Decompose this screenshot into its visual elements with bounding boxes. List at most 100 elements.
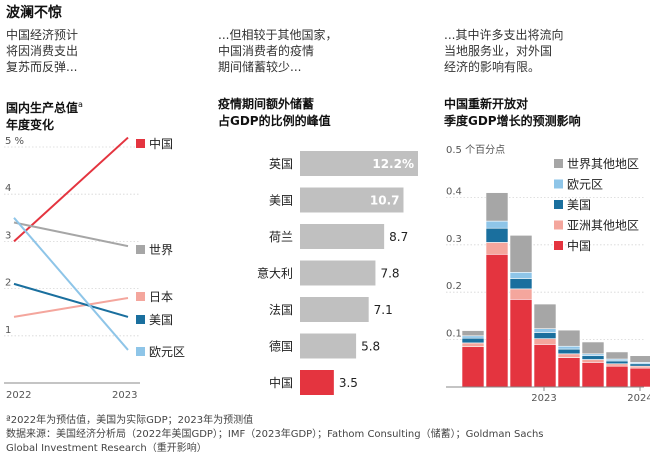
bar-segment-亚洲其他地区 (605, 363, 629, 367)
legend-swatch-中国 (136, 139, 145, 148)
bar-segment-世界其他地区 (461, 330, 485, 337)
bar-segment-世界其他地区 (485, 192, 509, 222)
bar-segment-欧元区 (509, 271, 533, 279)
footnote-line-3: Global Investment Research（重开影响） (6, 443, 207, 454)
series-line-世界 (13, 221, 129, 248)
y-tick-label: 2 (5, 278, 11, 289)
headline: 波澜不惊 (6, 5, 62, 21)
bar-segment-世界其他地区 (581, 341, 605, 355)
chart-3-title: 中国重新开放对 季度GDP增长的预测影响 (444, 97, 581, 128)
bar-英国 (300, 151, 418, 176)
legend-swatch-中国 (554, 241, 563, 250)
footnote-line-2: 数据来源：美国经济分析局（2022年美国GDP）；IMF（2023年GDP）；F… (6, 429, 544, 440)
bar-segment-中国 (581, 362, 605, 388)
bar-segment-世界其他地区 (605, 351, 629, 360)
legend-swatch-世界 (136, 245, 145, 254)
bar-segment-世界其他地区 (509, 235, 533, 273)
bar-category-label: 英国 (269, 157, 293, 171)
legend-label-中国: 中国 (567, 238, 591, 253)
bar-value-label: 10.7 (370, 194, 400, 208)
bar-value-label: 12.2% (372, 157, 414, 171)
bar-segment-中国 (557, 357, 581, 388)
x-tick-label: 2023 (531, 393, 556, 404)
footnote-line-1: ª2022年为预估值，美国为实际GDP；2023年为预测值 (6, 415, 254, 426)
bar-荷兰 (300, 224, 385, 249)
series-line-美国 (13, 282, 129, 318)
bar-category-label: 美国 (269, 194, 293, 208)
legend-swatch-美国 (136, 315, 145, 324)
y-unit-label: 0.5 个百分点 (446, 144, 505, 156)
y-tick-label: 0.1 (446, 329, 462, 340)
y-tick-label: 0.4 (446, 186, 462, 197)
bar-segment-欧元区 (461, 335, 485, 339)
bar-segment-美国 (629, 363, 650, 367)
series-line-欧元区 (13, 217, 129, 351)
chart-1-title-text: 国内生产总值 (6, 101, 79, 115)
intro-text-2: ...但相较于其他国家， 中国消费者的疫情 期间储蓄较少... (218, 28, 338, 74)
legend-label-日本: 日本 (149, 290, 173, 304)
chart-2-title: 疫情期间额外储蓄 占GDP的比例的峰值 (218, 97, 331, 128)
bar-segment-世界其他地区 (533, 303, 557, 329)
bar-category-label: 意大利 (257, 266, 293, 281)
y-tick-label: 5 % (5, 136, 24, 147)
legend-swatch-日本 (136, 292, 145, 301)
legend-label-世界其他地区: 世界其他地区 (567, 157, 639, 171)
bar-segment-中国 (485, 253, 509, 388)
chart-1-subtitle: 年度变化 (6, 118, 55, 132)
legend-swatch-美国 (554, 200, 563, 209)
bar-segment-亚洲其他地区 (557, 353, 581, 358)
bar-value-label: 3.5 (339, 376, 358, 390)
bar-segment-中国 (629, 367, 650, 388)
bar-segment-中国 (533, 344, 557, 388)
bar-中国 (300, 370, 334, 395)
bar-segment-美国 (605, 360, 629, 365)
bar-美国 (300, 187, 404, 213)
bar-value-label: 8.7 (389, 230, 408, 244)
bar-category-label: 法国 (269, 303, 293, 317)
bar-segment-美国 (581, 355, 605, 360)
legend-label-亚洲其他地区: 亚洲其他地区 (567, 219, 639, 233)
bar-segment-欧元区 (557, 345, 581, 350)
bar-segment-世界其他地区 (629, 355, 650, 363)
bar-segment-亚洲其他地区 (533, 338, 557, 345)
bar-value-label: 5.8 (361, 340, 380, 354)
bar-segment-欧元区 (533, 328, 557, 333)
bar-意大利 (300, 260, 376, 286)
bar-segment-美国 (485, 227, 509, 243)
y-tick-label: 0.3 (446, 234, 462, 245)
legend-swatch-欧元区 (136, 347, 145, 356)
bar-segment-美国 (461, 337, 485, 344)
legend-label-美国: 美国 (567, 198, 591, 212)
bar-value-label: 7.8 (380, 267, 399, 281)
bar-segment-美国 (533, 332, 557, 339)
intro-text-1: 中国经济预计 将因消费支出 复苏而反弹... (6, 28, 79, 74)
stacked-bar-chart-reopening: 0.5 个百分点 0.1 0.2 0.3 0.4 2023 2024 世界其他地区欧元区美国亚… (446, 144, 650, 404)
chart-1-title-sup: a (78, 100, 83, 109)
bar-segment-美国 (509, 278, 533, 290)
bar-segment-亚洲其他地区 (581, 359, 605, 363)
series-line-日本 (13, 297, 129, 318)
y-tick-label: 3 (5, 230, 11, 241)
legend-swatch-世界其他地区 (554, 159, 563, 168)
chart-1-title: 国内生产总值a 年度变化 (6, 96, 83, 134)
legend-label-中国: 中国 (149, 136, 173, 151)
bar-segment-欧元区 (485, 220, 509, 229)
legend-label-美国: 美国 (149, 313, 173, 327)
bar-value-label: 7.1 (374, 303, 393, 317)
y-tick-label: 4 (5, 183, 11, 194)
footnote: ª2022年为预估值，美国为实际GDP；2023年为预测值 数据来源：美国经济分… (6, 414, 544, 456)
bar-德国 (300, 333, 357, 359)
y-tick-label: 1 (5, 325, 11, 336)
y-tick-label: 0.2 (446, 281, 462, 292)
bar-segment-亚洲其他地区 (461, 342, 485, 348)
bar-category-label: 中国 (269, 375, 293, 390)
x-tick-label: 2022 (6, 390, 31, 401)
legend-label-世界: 世界 (149, 243, 173, 257)
bar-category-label: 荷兰 (269, 230, 293, 244)
bar-segment-美国 (557, 348, 581, 355)
legend-swatch-欧元区 (554, 179, 563, 189)
bar-segment-世界其他地区 (557, 329, 581, 347)
bar-segment-中国 (461, 346, 485, 388)
